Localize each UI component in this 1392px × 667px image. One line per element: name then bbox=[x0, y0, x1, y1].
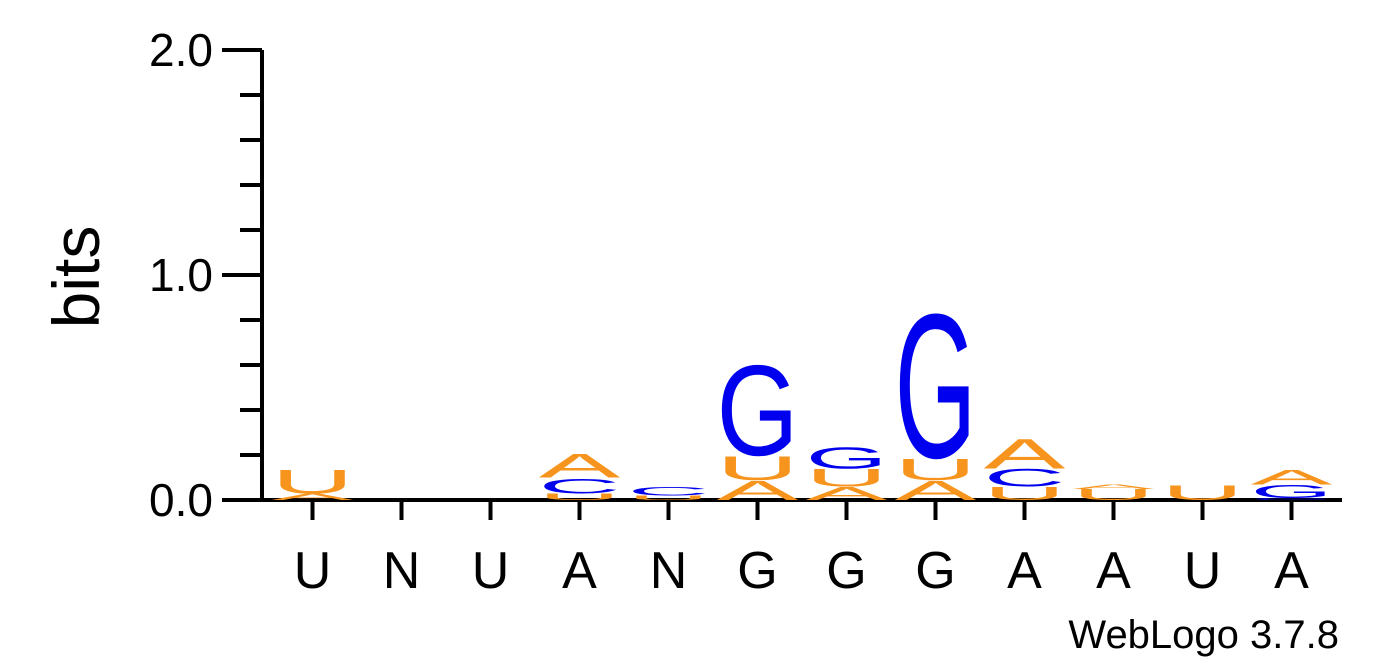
x-tick-label: U bbox=[472, 542, 510, 600]
logo-letter-g: G bbox=[806, 441, 888, 475]
x-tick-label: U bbox=[1184, 542, 1222, 600]
x-tick-label: G bbox=[737, 542, 777, 600]
y-axis: 0.0 1.0 2.0 bbox=[149, 24, 264, 526]
x-tick-label: G bbox=[826, 542, 866, 600]
x-tick-label: U bbox=[294, 542, 332, 600]
logo-letter-g: G bbox=[717, 338, 799, 483]
logo-letter-u: U bbox=[1162, 481, 1244, 505]
logo-letter-u: U bbox=[895, 452, 977, 486]
logo-letter-a: A bbox=[539, 447, 621, 485]
x-tick-label: A bbox=[1096, 542, 1131, 600]
y-tick-label: 0.0 bbox=[149, 474, 213, 526]
x-tick-label: A bbox=[1007, 542, 1042, 600]
logo-letter-a: A bbox=[984, 430, 1067, 478]
logo-letter-u: U bbox=[806, 465, 888, 492]
logo-letter-a: A bbox=[1073, 483, 1155, 490]
y-tick-label: 2.0 bbox=[149, 24, 213, 76]
logo-letter-a: A bbox=[717, 475, 800, 506]
x-tick-label: A bbox=[562, 542, 597, 600]
weblogo-credit: WebLogo 3.7.8 bbox=[1068, 613, 1339, 657]
y-tick-label: 1.0 bbox=[149, 249, 213, 301]
logo-letter-u: U bbox=[539, 492, 621, 502]
logo-letter-c: C bbox=[1251, 497, 1333, 500]
logo-letter-a: A bbox=[806, 483, 889, 504]
logo-letter-c: C bbox=[539, 474, 621, 498]
x-tick-label: N bbox=[650, 542, 688, 600]
logo-letter-u: U bbox=[717, 449, 799, 487]
x-tick-label: N bbox=[383, 542, 421, 600]
logo-letter-u: U bbox=[628, 494, 710, 501]
logo-letter-c: C bbox=[984, 465, 1066, 492]
logo-letter-a: A bbox=[895, 475, 978, 506]
y-axis-label: bits bbox=[39, 226, 113, 329]
logo-letter-g: G bbox=[1251, 481, 1333, 502]
logo-letter-g: G bbox=[895, 271, 977, 501]
x-tick-label: A bbox=[1274, 542, 1309, 600]
logo-letter-u: U bbox=[1073, 486, 1155, 503]
logo-letter-u: U bbox=[272, 463, 354, 501]
logo-letter-a: A bbox=[1251, 465, 1333, 489]
logo-letter-a: A bbox=[272, 492, 354, 502]
x-tick-label: G bbox=[915, 542, 955, 600]
logo-letter-u: U bbox=[984, 483, 1066, 504]
logo-letter-c: C bbox=[628, 485, 710, 499]
